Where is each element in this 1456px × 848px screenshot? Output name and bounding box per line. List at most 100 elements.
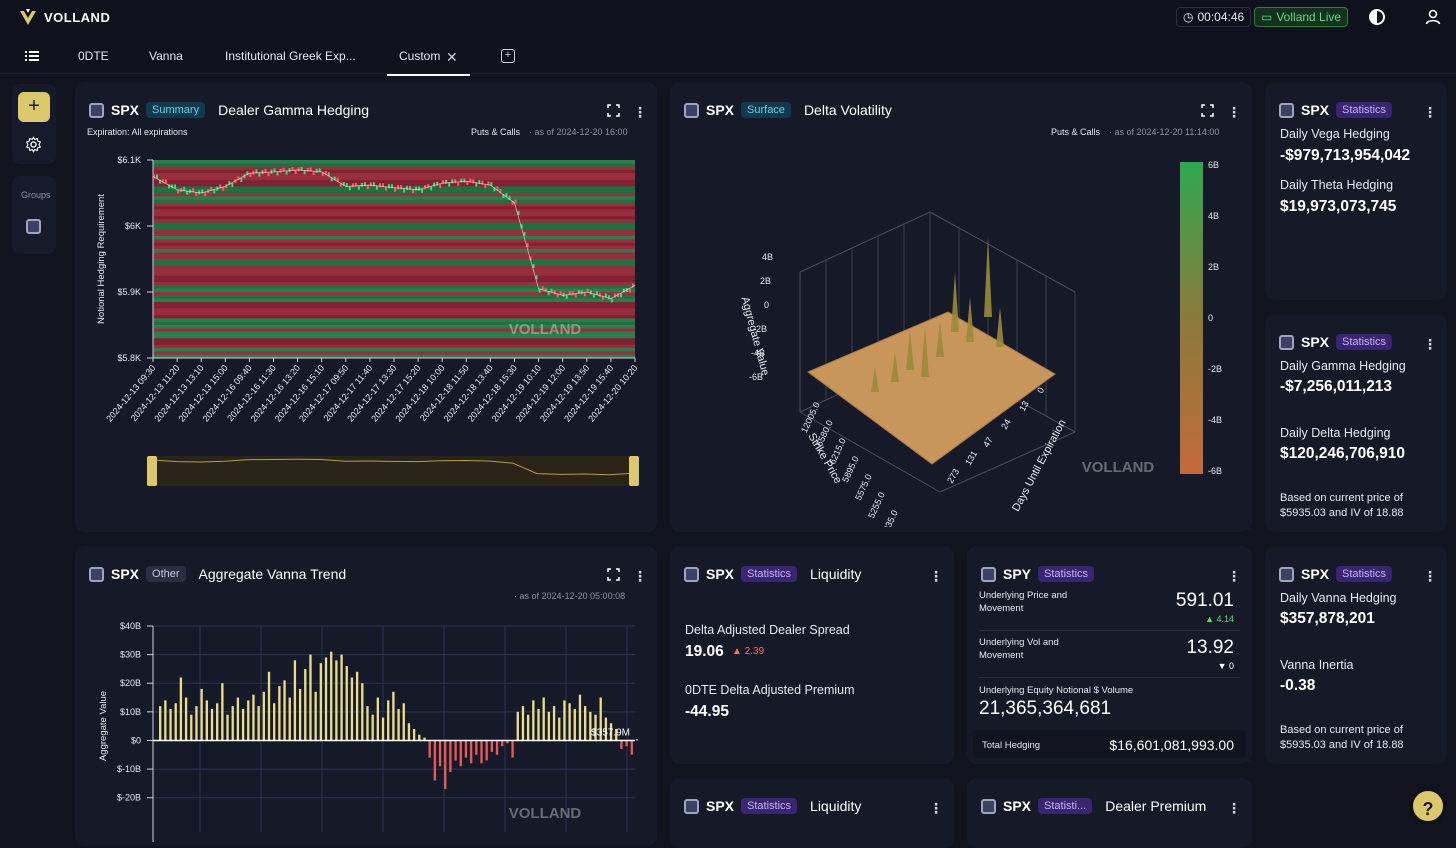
card-badge: Statisti... [1038, 798, 1092, 814]
group-checkbox[interactable] [26, 219, 41, 234]
colorbar-tick-label: -2B [1208, 364, 1222, 374]
colorbar-tick-label: 2B [1208, 262, 1219, 272]
colorbar-tick-label: 0 [1208, 313, 1213, 323]
vanna-bar [299, 689, 301, 741]
candle-mark [213, 190, 215, 194]
tab-vanna[interactable]: Vanna [149, 49, 183, 63]
tab-custom[interactable]: Custom [387, 49, 470, 76]
vanna-bar [460, 740, 462, 766]
vanna-bar [449, 740, 451, 771]
candle-mark [349, 186, 351, 190]
surface-spike [996, 307, 1004, 347]
vanna-bar [558, 718, 560, 741]
puts-calls-filter[interactable]: Puts & Calls [1051, 127, 1100, 137]
vanna-bar [631, 740, 633, 754]
add-tab-icon[interactable]: + [501, 49, 515, 63]
y-tick-label: $0 [131, 735, 141, 745]
more-options-icon[interactable]: ⋮ [929, 800, 943, 817]
tab-institutional-greek[interactable]: Institutional Greek Exp... [225, 49, 356, 63]
candle-mark [403, 188, 405, 192]
vanna-bar [164, 700, 166, 740]
more-options-icon[interactable]: ⋮ [1423, 568, 1437, 585]
candle-mark [433, 183, 435, 187]
live-status-button[interactable]: ▭ Volland Live [1254, 7, 1348, 27]
price-value: 591.01 [1176, 590, 1234, 612]
candle-mark [566, 295, 568, 299]
expiration-label: Expiration: All expirations [87, 127, 188, 137]
surface-chart[interactable]: Aggregate Value4B2B0-2B-4B-6B12005.06580… [670, 142, 1252, 527]
candle-mark [277, 172, 279, 176]
gear-icon[interactable] [25, 136, 42, 153]
fullscreen-icon[interactable] [607, 104, 620, 117]
help-button[interactable]: ? [1410, 788, 1446, 824]
brand-logo[interactable]: VOLLAND [18, 7, 110, 27]
candle-mark [367, 185, 369, 189]
card-checkbox[interactable] [981, 799, 996, 814]
more-options-icon[interactable]: ⋮ [1227, 104, 1241, 121]
days-tick-label: 47 [981, 435, 995, 449]
z-tick-label: -4B [751, 348, 765, 358]
card-checkbox[interactable] [684, 799, 699, 814]
more-options-icon[interactable]: ⋮ [633, 104, 647, 121]
more-options-icon[interactable]: ⋮ [929, 568, 943, 585]
card-checkbox[interactable] [981, 567, 996, 582]
candle-mark [307, 168, 309, 172]
candle-mark [599, 293, 601, 297]
list-menu-icon[interactable] [25, 51, 39, 61]
more-options-icon[interactable]: ⋮ [1227, 568, 1241, 585]
close-tab-icon[interactable]: ✕ [446, 49, 458, 66]
strike-tick-label: 4935.0 [879, 509, 900, 527]
vanna-bar [537, 709, 539, 740]
card-checkbox[interactable] [89, 567, 104, 582]
colorbar [1180, 162, 1203, 474]
vanna-bar [304, 669, 306, 741]
more-options-icon[interactable]: ⋮ [1423, 104, 1437, 121]
vanna-bar [169, 709, 171, 740]
heatmap-band [153, 193, 635, 197]
fullscreen-icon[interactable] [1201, 104, 1214, 117]
tab-0dte[interactable]: 0DTE [78, 49, 109, 63]
more-options-icon[interactable]: ⋮ [1423, 336, 1437, 353]
user-account-icon[interactable] [1424, 8, 1442, 26]
card-checkbox[interactable] [1279, 567, 1294, 582]
heatmap-band [153, 279, 635, 283]
live-label: Volland Live [1276, 10, 1341, 24]
candle-mark [370, 182, 372, 186]
card-liquidity-2: SPX Statistics Liquidity ⋮ [670, 778, 954, 848]
candle-mark [298, 167, 300, 171]
card-checkbox[interactable] [684, 103, 699, 118]
vanna-bar [278, 686, 280, 740]
heatmap-band [153, 262, 635, 266]
card-checkbox[interactable] [1279, 103, 1294, 118]
candle-mark [358, 186, 360, 190]
vanna-hedging-label: Daily Vanna Hedging [1280, 591, 1397, 605]
more-options-icon[interactable]: ⋮ [633, 568, 647, 585]
candle-mark [295, 170, 297, 174]
add-widget-button[interactable]: + [18, 92, 50, 122]
card-checkbox[interactable] [89, 103, 104, 118]
theme-toggle-icon[interactable] [1369, 9, 1385, 25]
odte-premium-value: -44.95 [685, 703, 729, 721]
theta-hedging-value: $19,973,073,745 [1280, 198, 1396, 216]
vanna-bar [579, 695, 581, 741]
vanna-bar [190, 715, 192, 741]
vanna-bar [232, 706, 234, 740]
heatmap-band [153, 243, 635, 247]
surface-grid-line [930, 212, 1075, 292]
delta-hedging-label: Daily Delta Hedging [1280, 426, 1390, 440]
card-checkbox[interactable] [1279, 335, 1294, 350]
candle-mark [439, 184, 441, 188]
days-tick-label: 0 [1035, 386, 1046, 395]
heatmap-band [153, 177, 635, 181]
puts-calls-filter[interactable]: Puts & Calls [471, 127, 520, 137]
fullscreen-icon[interactable] [607, 568, 620, 581]
card-checkbox[interactable] [684, 567, 699, 582]
vega-hedging-value: -$979,713,954,042 [1280, 147, 1410, 165]
vanna-bar [543, 698, 545, 741]
vanna-bar [330, 652, 332, 741]
more-options-icon[interactable]: ⋮ [1227, 800, 1241, 817]
vanna-bar [397, 709, 399, 740]
days-tick-label: 24 [999, 417, 1013, 431]
